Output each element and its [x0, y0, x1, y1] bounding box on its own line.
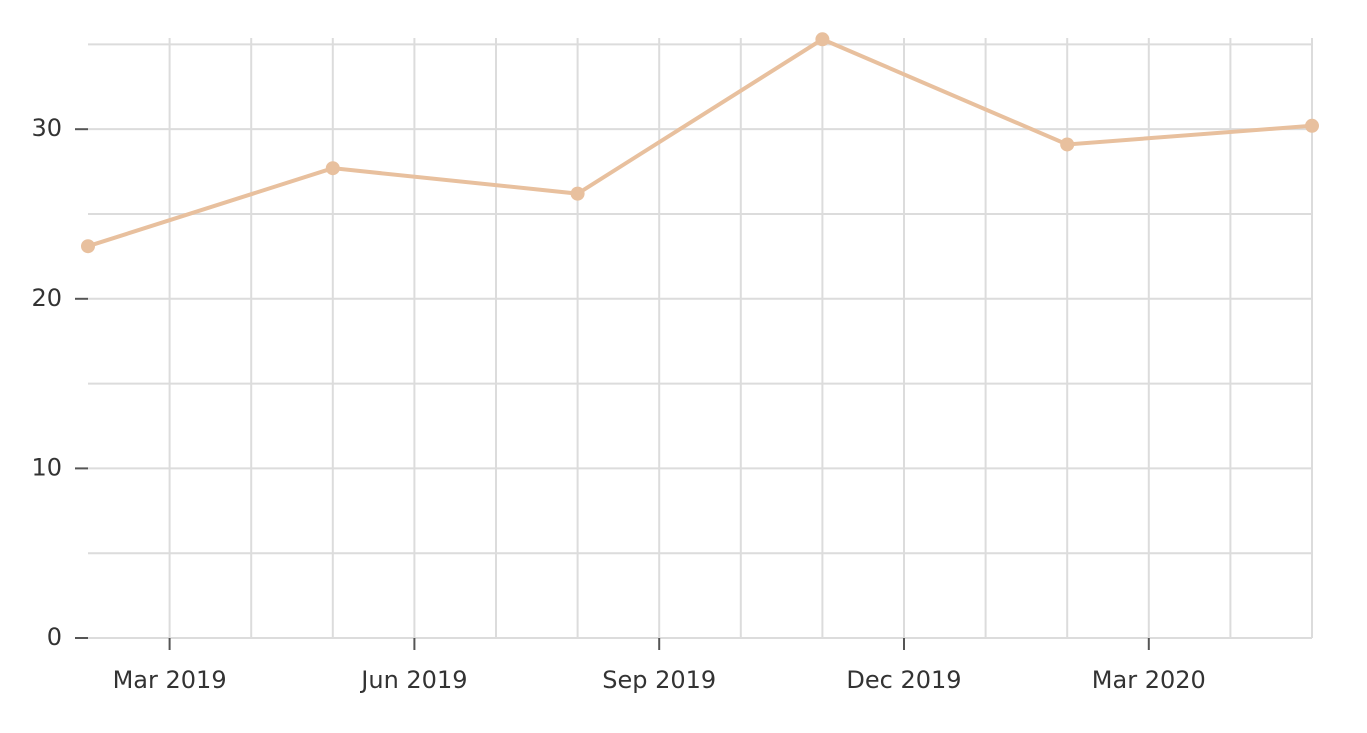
point — [815, 32, 830, 47]
x-tick-label: Mar 2020 — [1092, 666, 1206, 694]
x-tick-label: Dec 2019 — [846, 666, 961, 694]
x-tick-label: Mar 2019 — [113, 666, 227, 694]
x-tick-label: Sep 2019 — [602, 666, 716, 694]
y-tick-label: 30 — [31, 114, 62, 142]
line — [87, 37, 1313, 249]
y-tick-label: 20 — [31, 284, 62, 312]
point — [570, 186, 585, 201]
x-tick-label: Jun 2019 — [359, 666, 467, 694]
point — [1305, 118, 1319, 133]
point — [81, 239, 95, 254]
y-tick-label: 10 — [31, 453, 62, 481]
point — [1060, 137, 1075, 152]
point — [325, 161, 340, 176]
y-tick-label: 0 — [47, 623, 62, 651]
